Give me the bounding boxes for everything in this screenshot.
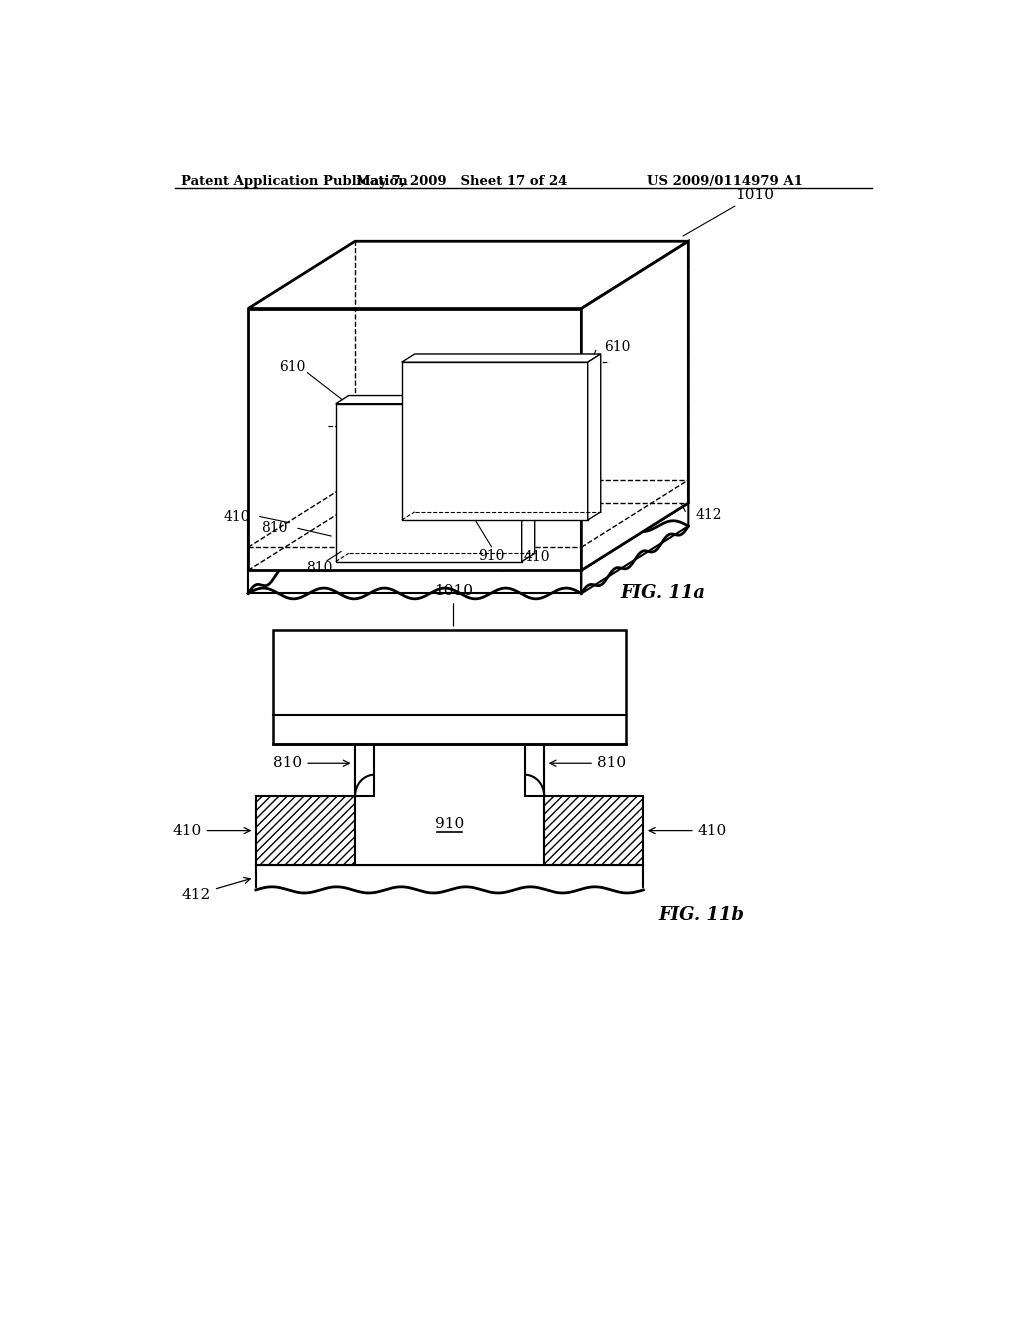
Bar — [544, 796, 643, 866]
Text: 410: 410 — [172, 824, 250, 838]
Polygon shape — [504, 360, 611, 570]
Text: 412: 412 — [181, 878, 250, 902]
Bar — [256, 796, 355, 866]
Polygon shape — [319, 405, 521, 412]
Polygon shape — [504, 512, 582, 570]
Polygon shape — [248, 512, 326, 570]
Polygon shape — [248, 445, 355, 570]
Polygon shape — [588, 354, 601, 520]
Text: 412: 412 — [695, 508, 722, 523]
Text: 810: 810 — [550, 756, 626, 771]
Text: US 2009/0114979 A1: US 2009/0114979 A1 — [647, 176, 803, 189]
Polygon shape — [248, 309, 582, 570]
Text: 810: 810 — [306, 561, 333, 576]
Polygon shape — [401, 362, 588, 520]
Text: FIG. 11a: FIG. 11a — [621, 585, 706, 602]
Polygon shape — [326, 428, 504, 570]
Polygon shape — [504, 445, 688, 512]
Polygon shape — [336, 396, 535, 404]
Polygon shape — [248, 503, 688, 570]
Text: 610: 610 — [279, 359, 305, 374]
Bar — [524, 730, 544, 796]
Polygon shape — [248, 445, 432, 512]
Text: 610: 610 — [604, 339, 631, 354]
Polygon shape — [326, 445, 432, 570]
Polygon shape — [326, 360, 611, 428]
Polygon shape — [415, 352, 605, 511]
Text: Patent Application Publication: Patent Application Publication — [180, 176, 408, 189]
Polygon shape — [582, 242, 688, 570]
Polygon shape — [248, 242, 688, 309]
Polygon shape — [248, 570, 582, 594]
Polygon shape — [319, 412, 510, 570]
Polygon shape — [401, 354, 601, 362]
Polygon shape — [582, 503, 688, 594]
Bar — [355, 730, 544, 866]
Text: 910: 910 — [435, 817, 464, 832]
Polygon shape — [336, 404, 521, 561]
Text: 410: 410 — [223, 510, 250, 524]
Bar — [355, 730, 375, 796]
Polygon shape — [521, 396, 535, 561]
Text: 810: 810 — [273, 756, 349, 771]
Polygon shape — [582, 445, 688, 570]
Text: 1010: 1010 — [683, 187, 774, 236]
Bar — [273, 631, 627, 744]
Text: 410: 410 — [523, 550, 550, 564]
Text: 810: 810 — [261, 521, 288, 536]
Text: May 7, 2009   Sheet 17 of 24: May 7, 2009 Sheet 17 of 24 — [355, 176, 567, 189]
Text: FIG. 11b: FIG. 11b — [658, 906, 744, 924]
Text: 910: 910 — [478, 549, 505, 562]
Bar — [256, 866, 643, 890]
Text: 1010: 1010 — [434, 583, 473, 626]
Text: 410: 410 — [649, 824, 727, 838]
